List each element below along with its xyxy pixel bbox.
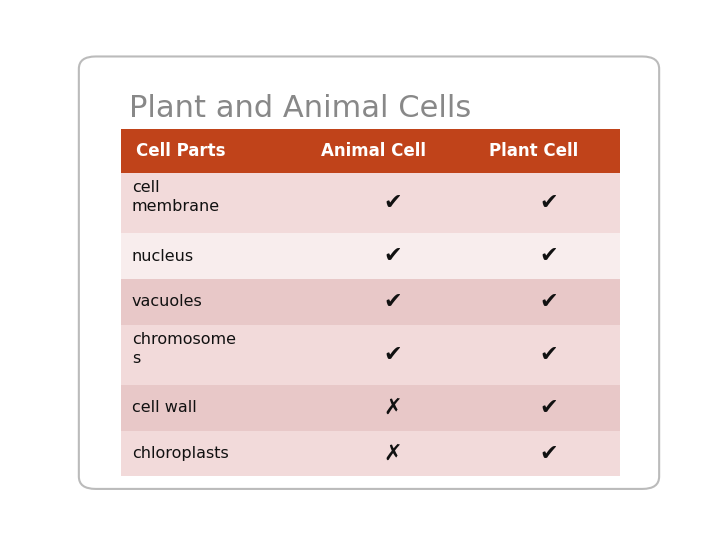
Bar xyxy=(121,233,307,279)
Bar xyxy=(121,385,307,431)
Bar xyxy=(121,325,307,385)
Bar xyxy=(307,173,478,233)
Text: chromosome
s: chromosome s xyxy=(132,332,236,366)
Text: ✔: ✔ xyxy=(384,345,402,365)
Text: Plant and Animal Cells: Plant and Animal Cells xyxy=(129,94,472,123)
Text: ✔: ✔ xyxy=(540,345,558,365)
Text: ✔: ✔ xyxy=(384,246,402,266)
Bar xyxy=(121,431,307,476)
Text: ✔: ✔ xyxy=(540,193,558,213)
Bar xyxy=(478,233,620,279)
FancyBboxPatch shape xyxy=(79,57,660,489)
Bar xyxy=(307,385,478,431)
Text: Animal Cell: Animal Cell xyxy=(321,142,426,160)
Bar xyxy=(478,279,620,325)
Text: cell
membrane: cell membrane xyxy=(132,180,220,214)
Bar xyxy=(478,325,620,385)
Text: chloroplasts: chloroplasts xyxy=(132,446,229,461)
Text: cell wall: cell wall xyxy=(132,400,197,415)
Text: vacuoles: vacuoles xyxy=(132,294,202,309)
Text: ✔: ✔ xyxy=(540,398,558,418)
Text: nucleus: nucleus xyxy=(132,248,194,264)
Text: ✔: ✔ xyxy=(540,443,558,463)
Bar xyxy=(307,279,478,325)
Bar xyxy=(121,129,307,173)
Bar xyxy=(121,173,307,233)
Bar xyxy=(307,233,478,279)
Text: ✔: ✔ xyxy=(384,193,402,213)
Bar xyxy=(478,385,620,431)
Bar xyxy=(307,129,478,173)
Text: ✔: ✔ xyxy=(540,246,558,266)
Bar xyxy=(478,431,620,476)
Text: ✗: ✗ xyxy=(384,398,402,418)
Text: ✗: ✗ xyxy=(384,443,402,463)
Bar xyxy=(307,325,478,385)
Text: ✔: ✔ xyxy=(540,292,558,312)
Bar xyxy=(478,173,620,233)
Text: Plant Cell: Plant Cell xyxy=(489,142,578,160)
Text: ✔: ✔ xyxy=(384,292,402,312)
Bar xyxy=(121,279,307,325)
Bar xyxy=(478,129,620,173)
Bar xyxy=(307,431,478,476)
Text: Cell Parts: Cell Parts xyxy=(135,142,225,160)
